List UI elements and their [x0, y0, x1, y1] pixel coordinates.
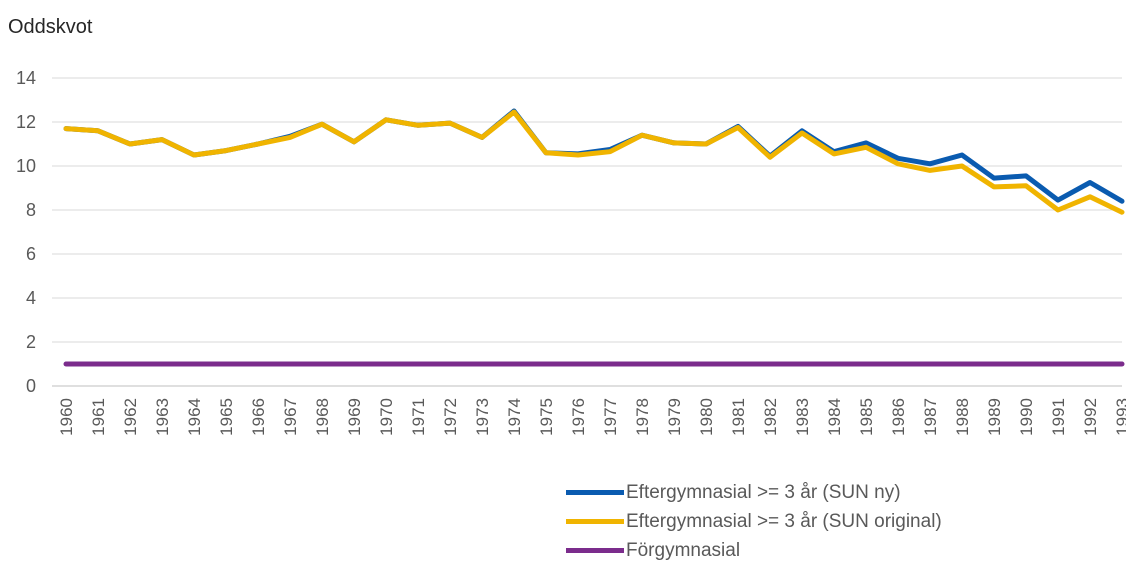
x-tick-label: 1991 [1049, 398, 1068, 436]
x-tick-label: 1970 [377, 398, 396, 436]
x-tick-label: 1965 [217, 398, 236, 436]
x-tick-label: 1968 [313, 398, 332, 436]
y-tick-label: 0 [26, 376, 36, 396]
y-tick-label: 10 [16, 156, 36, 176]
legend-swatch-forgymnasial [566, 548, 624, 553]
legend-label: Förgymnasial [626, 539, 741, 561]
gridlines [52, 77, 1122, 387]
x-tick-label: 1967 [281, 398, 300, 436]
legend-label: Eftergymnasial >= 3 år (SUN ny) [626, 481, 901, 503]
x-tick-label: 1960 [57, 398, 76, 436]
x-tick-label: 1981 [729, 398, 748, 436]
y-tick-label: 6 [26, 244, 36, 264]
y-tick-label: 8 [26, 200, 36, 220]
x-tick-label: 1964 [185, 398, 204, 436]
x-tick-label: 1972 [441, 398, 460, 436]
x-tick-label: 1976 [569, 398, 588, 436]
x-tick-label: 1978 [633, 398, 652, 436]
y-tick-label: 2 [26, 332, 36, 352]
x-axis-ticks: 1960 1961 1962 1963 1964 1965 1966 1967 1968 1969… [57, 398, 1126, 436]
x-tick-label: 1962 [121, 398, 140, 436]
x-tick-label: 1983 [793, 398, 812, 436]
x-tick-label: 1984 [825, 398, 844, 436]
x-tick-label: 1993 [1113, 398, 1126, 436]
y-tick-label: 14 [16, 68, 36, 88]
x-tick-label: 1971 [409, 398, 428, 436]
x-tick-label: 1982 [761, 398, 780, 436]
x-tick-label: 1963 [153, 398, 172, 436]
legend-item: Förgymnasial [566, 536, 942, 565]
y-tick-label: 4 [26, 288, 36, 308]
y-axis-ticks: 0 2 4 6 8 10 12 14 [16, 68, 36, 396]
x-tick-label: 1989 [985, 398, 1004, 436]
x-tick-label: 1973 [473, 398, 492, 436]
x-tick-label: 1988 [953, 398, 972, 436]
x-tick-label: 1979 [665, 398, 684, 436]
legend-item: Eftergymnasial >= 3 år (SUN original) [566, 507, 942, 536]
x-tick-label: 1986 [889, 398, 908, 436]
x-tick-label: 1987 [921, 398, 940, 436]
x-tick-label: 1990 [1017, 398, 1036, 436]
x-tick-label: 1969 [345, 398, 364, 436]
y-tick-label: 12 [16, 112, 36, 132]
x-tick-label: 1966 [249, 398, 268, 436]
legend-item: Eftergymnasial >= 3 år (SUN ny) [566, 478, 942, 507]
legend-swatch-sun-original [566, 519, 624, 524]
x-tick-label: 1977 [601, 398, 620, 436]
y-axis-title: Oddskvot [8, 16, 93, 38]
legend-swatch-sun-ny [566, 490, 624, 495]
series-line-0 [63, 108, 1125, 204]
series-lines [63, 108, 1125, 367]
x-tick-label: 1961 [89, 398, 108, 436]
legend-label: Eftergymnasial >= 3 år (SUN original) [626, 510, 942, 532]
line-chart: 0 2 4 6 8 10 12 14 1960 1961 1962 1963 1964 1965 1966… [16, 68, 1126, 436]
x-tick-label: 1980 [697, 398, 716, 436]
series-line-1 [63, 109, 1125, 215]
legend: Eftergymnasial >= 3 år (SUN ny) Eftergym… [566, 478, 942, 565]
x-tick-label: 1992 [1081, 398, 1100, 436]
x-tick-label: 1974 [505, 398, 524, 436]
x-tick-label: 1975 [537, 398, 556, 436]
x-tick-label: 1985 [857, 398, 876, 436]
